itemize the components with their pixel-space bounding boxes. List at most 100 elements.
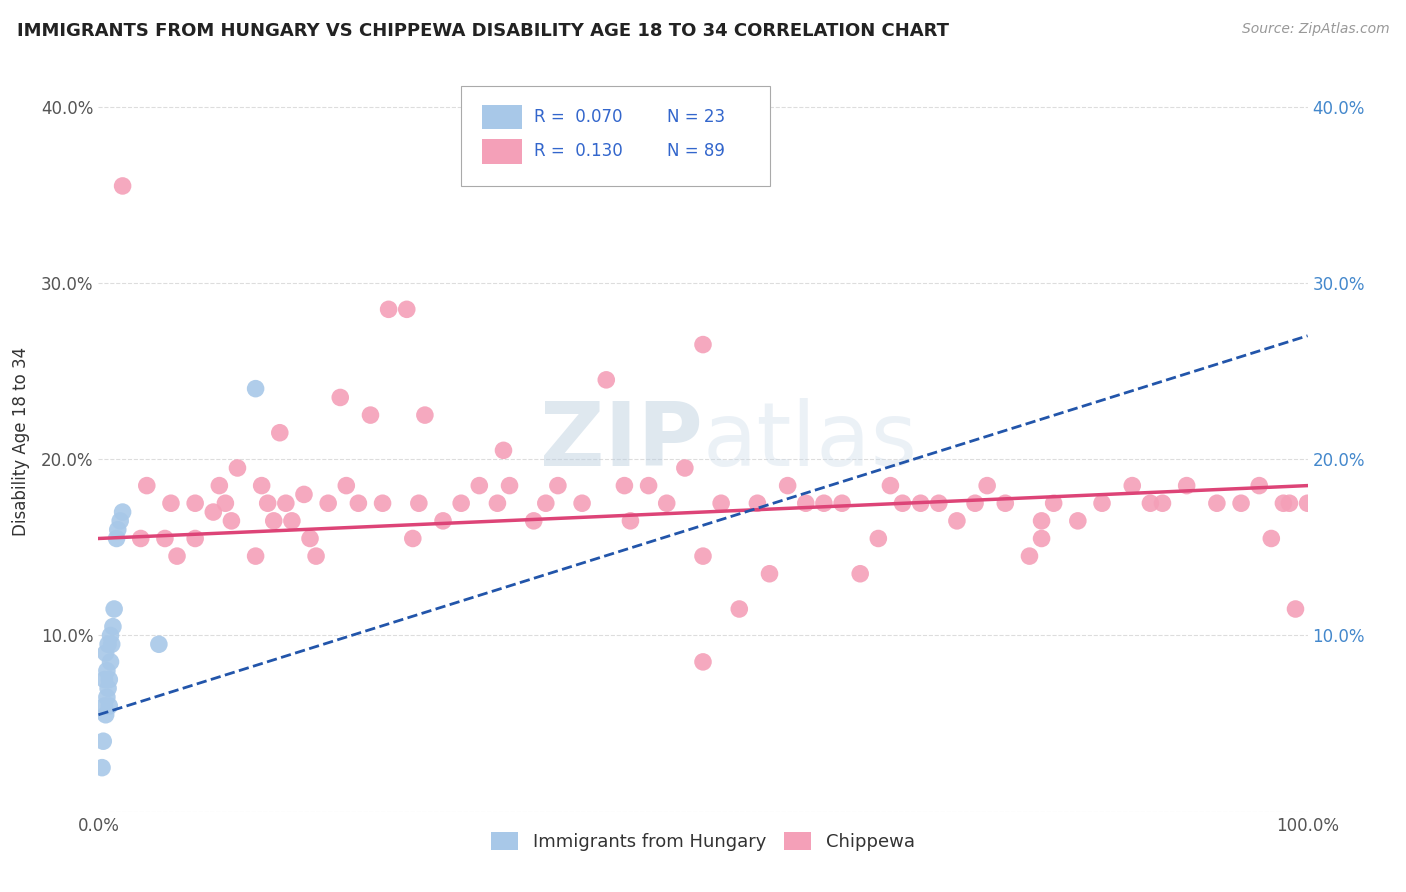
Point — [613, 478, 636, 492]
Point — [1067, 514, 1090, 528]
Point — [728, 602, 751, 616]
Point — [335, 478, 357, 492]
Point — [105, 532, 128, 546]
Point — [868, 532, 890, 546]
Point — [486, 496, 509, 510]
Point — [153, 532, 176, 546]
Point — [831, 496, 853, 510]
Point — [402, 532, 425, 546]
Point — [637, 478, 659, 492]
Bar — [482, 139, 522, 164]
Point — [1031, 532, 1053, 546]
Point — [94, 646, 117, 660]
Point — [93, 698, 115, 713]
Point — [91, 734, 114, 748]
Point — [245, 382, 267, 396]
Point — [94, 707, 117, 722]
Point — [360, 408, 382, 422]
Text: N = 23: N = 23 — [666, 108, 725, 126]
Point — [1091, 496, 1114, 510]
Point — [1175, 478, 1198, 492]
Point — [263, 514, 285, 528]
Point — [1206, 496, 1229, 510]
Point — [269, 425, 291, 440]
Point — [100, 655, 122, 669]
Point — [96, 664, 118, 678]
Point — [97, 637, 120, 651]
Point — [1121, 478, 1143, 492]
Point — [245, 549, 267, 563]
Point — [299, 532, 322, 546]
Point — [747, 496, 769, 510]
Point — [1284, 602, 1306, 616]
Point — [281, 514, 304, 528]
Point — [547, 478, 569, 492]
Point — [595, 373, 617, 387]
Point — [1249, 478, 1271, 492]
Point — [994, 496, 1017, 510]
Point — [101, 619, 124, 633]
Point — [776, 478, 799, 492]
Point — [673, 461, 696, 475]
Point — [965, 496, 987, 510]
Point — [523, 514, 546, 528]
Text: R =  0.130: R = 0.130 — [534, 143, 623, 161]
Text: ZIP: ZIP — [540, 398, 703, 485]
Text: R =  0.070: R = 0.070 — [534, 108, 623, 126]
Point — [468, 478, 491, 492]
Point — [91, 761, 114, 775]
Point — [619, 514, 641, 528]
Point — [103, 602, 125, 616]
Y-axis label: Disability Age 18 to 34: Disability Age 18 to 34 — [11, 347, 30, 536]
Point — [692, 549, 714, 563]
Point — [450, 496, 472, 510]
Point — [928, 496, 950, 510]
Point — [1278, 496, 1301, 510]
Point — [111, 505, 134, 519]
Point — [250, 478, 273, 492]
Point — [891, 496, 914, 510]
Point — [1018, 549, 1040, 563]
Point — [879, 478, 901, 492]
Point — [813, 496, 835, 510]
Point — [498, 478, 520, 492]
Point — [1296, 496, 1319, 510]
Point — [184, 532, 207, 546]
Point — [710, 496, 733, 510]
Point — [202, 505, 225, 519]
Point — [976, 478, 998, 492]
Point — [93, 673, 115, 687]
Text: Source: ZipAtlas.com: Source: ZipAtlas.com — [1241, 22, 1389, 37]
Point — [108, 514, 131, 528]
Point — [371, 496, 394, 510]
Legend: Immigrants from Hungary, Chippewa: Immigrants from Hungary, Chippewa — [484, 824, 922, 858]
Point — [100, 628, 122, 642]
Point — [692, 337, 714, 351]
Point — [107, 523, 129, 537]
Point — [692, 655, 714, 669]
Point — [184, 496, 207, 510]
Point — [655, 496, 678, 510]
Point — [1272, 496, 1295, 510]
Point — [377, 302, 399, 317]
Point — [758, 566, 780, 581]
Point — [129, 532, 152, 546]
Point — [849, 566, 872, 581]
Point — [1152, 496, 1174, 510]
Point — [794, 496, 817, 510]
Point — [214, 496, 236, 510]
Point — [100, 637, 122, 651]
Point — [208, 478, 231, 492]
Point — [160, 496, 183, 510]
Point — [1260, 532, 1282, 546]
Point — [256, 496, 278, 510]
Point — [274, 496, 297, 510]
Text: IMMIGRANTS FROM HUNGARY VS CHIPPEWA DISABILITY AGE 18 TO 34 CORRELATION CHART: IMMIGRANTS FROM HUNGARY VS CHIPPEWA DISA… — [17, 22, 949, 40]
Point — [111, 178, 134, 193]
Bar — [482, 104, 522, 129]
Point — [1031, 514, 1053, 528]
Point — [305, 549, 328, 563]
Point — [432, 514, 454, 528]
Point — [910, 496, 932, 510]
Point — [221, 514, 243, 528]
